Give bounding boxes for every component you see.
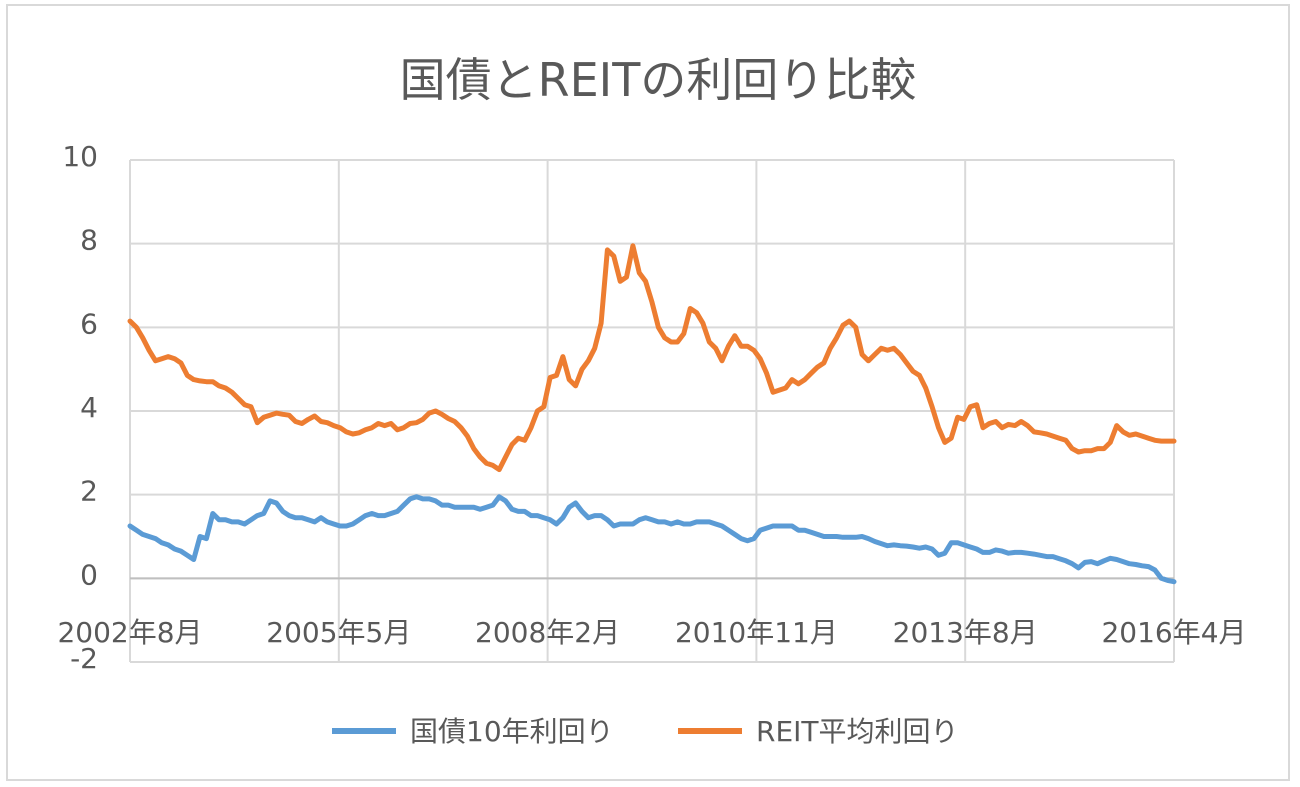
legend-label-0: 国債10年利回り: [410, 715, 614, 748]
x-tick-label: 2016年4月: [1101, 616, 1246, 649]
x-tick-label: 2002年8月: [57, 616, 202, 649]
x-tick-label: 2013年8月: [893, 616, 1038, 649]
chart-title: 国債とREITの利回り比較: [400, 53, 917, 107]
x-tick-label: 2010年11月: [675, 616, 838, 649]
y-tick-label: 0: [80, 558, 98, 591]
y-tick-label: 8: [80, 224, 98, 257]
y-tick-label: 4: [80, 391, 98, 424]
series-line-1: [127, 243, 1177, 473]
legend-label-1: REIT平均利回り: [756, 715, 959, 748]
y-tick-labels: 10 8 6 4 2 0 -2: [62, 140, 98, 675]
x-tick-label: 2005年5月: [266, 616, 411, 649]
y-tick-label: 6: [80, 307, 98, 340]
series-line-0: [127, 494, 1177, 585]
x-tick-labels: 2002年8月 2005年5月 2008年2月 2010年11月 2013年8月 2016…: [57, 616, 1246, 649]
chart-frame: 国債とREITの利回り比較 10 8 6 4 2 0 -2 2002年8月 2005年5月 20…: [6, 4, 1290, 781]
y-tick-label: 2: [80, 475, 98, 508]
x-tick-label: 2008年2月: [475, 616, 620, 649]
series-lines: [127, 243, 1177, 585]
y-tick-label: 10: [62, 140, 98, 173]
legend: 国債10年利回り REIT平均利回り: [332, 715, 959, 748]
y-tick-label: -2: [70, 642, 98, 675]
grid-lines: [129, 159, 1175, 663]
